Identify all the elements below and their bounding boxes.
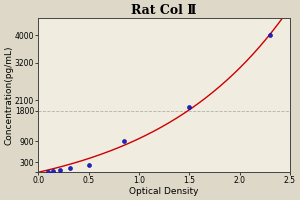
Title: Rat Col Ⅱ: Rat Col Ⅱ <box>131 4 197 17</box>
Point <box>51 170 56 173</box>
Point <box>46 171 51 174</box>
Point <box>86 164 91 167</box>
Point <box>58 169 63 172</box>
Y-axis label: Concentration(pg/mL): Concentration(pg/mL) <box>4 46 13 145</box>
Point <box>68 166 73 169</box>
Point <box>122 140 126 143</box>
Point <box>267 34 272 37</box>
Point <box>187 106 192 109</box>
X-axis label: Optical Density: Optical Density <box>129 187 199 196</box>
